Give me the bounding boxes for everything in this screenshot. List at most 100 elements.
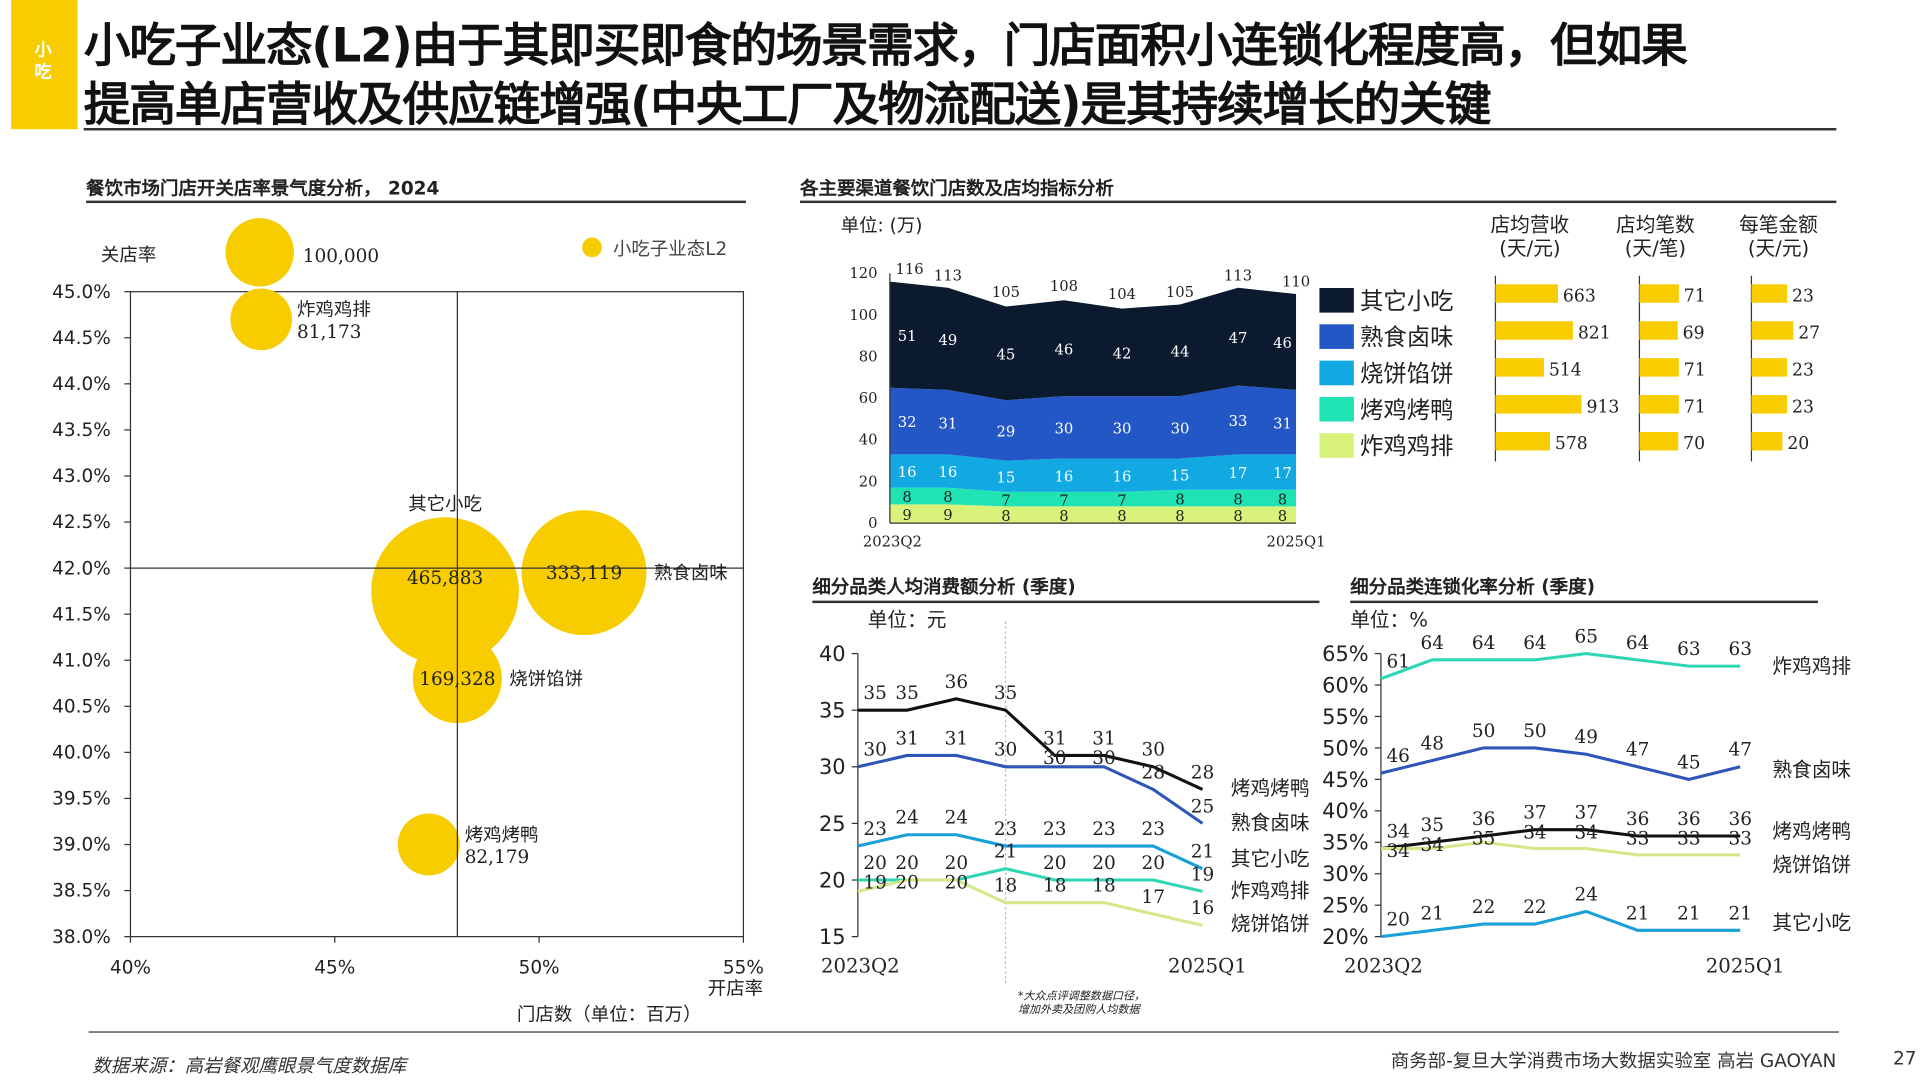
series-end-label: 烧饼馅饼 (1772, 853, 1851, 876)
slide-title-line1: 小吃子业态(L2)由于其即买即食的场景需求，门店面积小连锁化程度高，但如果 (83, 18, 1688, 73)
metric-value-label: 71 (1684, 287, 1706, 307)
metric-bar (1495, 358, 1544, 377)
divider (86, 200, 746, 203)
data-label: 23 (1043, 819, 1066, 840)
area-value-label: 51 (898, 328, 917, 345)
area-value-label: 42 (1113, 346, 1132, 363)
y-tick-label: 55% (1322, 705, 1368, 729)
footnote: *大众点评调整数据口径， (1018, 989, 1145, 1002)
bubble-name-label: 其它小吃 (408, 494, 482, 515)
data-label: 64 (1421, 633, 1444, 654)
y-tick-label: 120 (849, 265, 877, 282)
y-tick-label: 45.0% (52, 282, 111, 303)
data-label: 35 (994, 683, 1017, 704)
data-label: 19 (863, 873, 886, 894)
y-tick-label: 50% (1322, 736, 1368, 760)
x-tick-label: 55% (723, 958, 764, 979)
area-value-label: 16 (939, 464, 958, 481)
y-tick-label: 60% (1322, 673, 1368, 697)
metric-value-label: 71 (1684, 360, 1706, 380)
legend-label: 其它小吃 (1360, 287, 1454, 315)
series-end-label: 烤鸡烤鸭 (1772, 820, 1851, 843)
data-label: 34 (1421, 835, 1444, 856)
y-tick-label: 80 (859, 348, 878, 365)
data-label: 34 (1575, 822, 1598, 843)
area-value-label: 8 (1059, 508, 1068, 525)
metric-value-label: 913 (1587, 397, 1620, 417)
data-label: 21 (1677, 903, 1700, 924)
data-label: 20 (895, 873, 918, 894)
data-label: 20 (1043, 853, 1066, 874)
data-label: 20 (895, 853, 918, 874)
data-label: 20 (1386, 910, 1409, 931)
data-label: 30 (1043, 748, 1066, 769)
metric-bar (1751, 432, 1783, 451)
area-value-label: 8 (1001, 508, 1010, 525)
data-label: 37 (1575, 803, 1598, 824)
y-tick-label: 35% (1322, 831, 1368, 855)
data-label: 45 (1677, 752, 1700, 773)
bubble (371, 517, 519, 665)
data-label: 24 (895, 808, 918, 829)
spend-chart-title: 细分品类人均消费额分析 (季度) (812, 576, 1076, 599)
line-series-熟食卤味 (857, 753, 1204, 825)
x-axis-label: 开店率 (708, 978, 763, 999)
divider (812, 600, 1320, 603)
area-value-label: 8 (1278, 491, 1287, 508)
credit: 商务部-复旦大学消费市场大数据实验室 高岩 GAOYAN (1390, 1049, 1837, 1073)
area-value-label: 33 (1229, 413, 1248, 430)
legend-label: 炸鸡鸡排 (1360, 432, 1454, 460)
section-tag: 小吃 (11, 0, 78, 130)
metric-bar (1639, 284, 1679, 303)
data-label: 20 (863, 853, 886, 874)
legend-label: 烤鸡烤鸭 (1360, 396, 1454, 424)
area-series-烧饼馅饼 (889, 454, 1297, 492)
data-label: 34 (1523, 822, 1546, 843)
area-series-熟食卤味 (889, 385, 1297, 461)
y-tick-label: 30 (819, 755, 846, 779)
x-tick-label: 2023Q2 (1344, 954, 1423, 977)
line-series-烤鸡烤鸭 (1380, 828, 1741, 851)
legend-swatch (1319, 288, 1354, 313)
data-label: 50 (1523, 721, 1546, 742)
bubble-name-label: 熟食卤味 (654, 563, 728, 584)
data-label: 16 (1191, 898, 1214, 919)
area-chart-title: 各主要渠道餐饮门店数及店均指标分析 (800, 177, 1114, 200)
metric-header: 每笔金额 (1739, 213, 1818, 236)
y-tick-label: 25 (819, 812, 846, 836)
data-label: 61 (1386, 652, 1409, 673)
data-label: 36 (1626, 809, 1649, 830)
series-end-label: 其它小吃 (1231, 847, 1310, 870)
x-tick-label: 2025Q1 (1267, 533, 1326, 550)
data-label: 31 (1092, 728, 1115, 749)
metric-value-label: 821 (1578, 323, 1611, 343)
data-label: 21 (1421, 903, 1444, 924)
area-value-label: 31 (939, 415, 958, 432)
series-end-label: 其它小吃 (1772, 911, 1851, 934)
area-value-label: 16 (1055, 468, 1074, 485)
metric-unit: (天/元) (1499, 237, 1560, 260)
size-axis-label: 门店数（单位：百万） (517, 1004, 702, 1025)
data-label: 30 (863, 740, 886, 761)
data-label: 63 (1728, 639, 1751, 660)
y-tick-label: 40% (1322, 799, 1368, 823)
data-label: 31 (1043, 728, 1066, 749)
area-value-label: 15 (1171, 467, 1190, 484)
y-tick-label: 30% (1322, 862, 1368, 886)
data-label: 34 (1386, 821, 1409, 842)
data-label: 20 (945, 853, 968, 874)
metric-value-label: 578 (1555, 434, 1588, 454)
y-tick-label: 60 (859, 390, 878, 407)
area-value-label: 8 (1117, 508, 1126, 525)
total-label: 104 (1108, 286, 1136, 303)
bubble-value-label: 465,883 (407, 568, 483, 589)
y-tick-label: 40.5% (52, 696, 111, 717)
metric-value-label: 514 (1549, 360, 1582, 380)
data-label: 30 (1142, 740, 1165, 761)
data-label: 22 (1523, 897, 1546, 918)
area-value-label: 16 (898, 464, 917, 481)
metric-unit: (天/笔) (1625, 237, 1686, 260)
data-source: 数据来源：高岩餐观鹰眼景气度数据库 (92, 1054, 407, 1077)
